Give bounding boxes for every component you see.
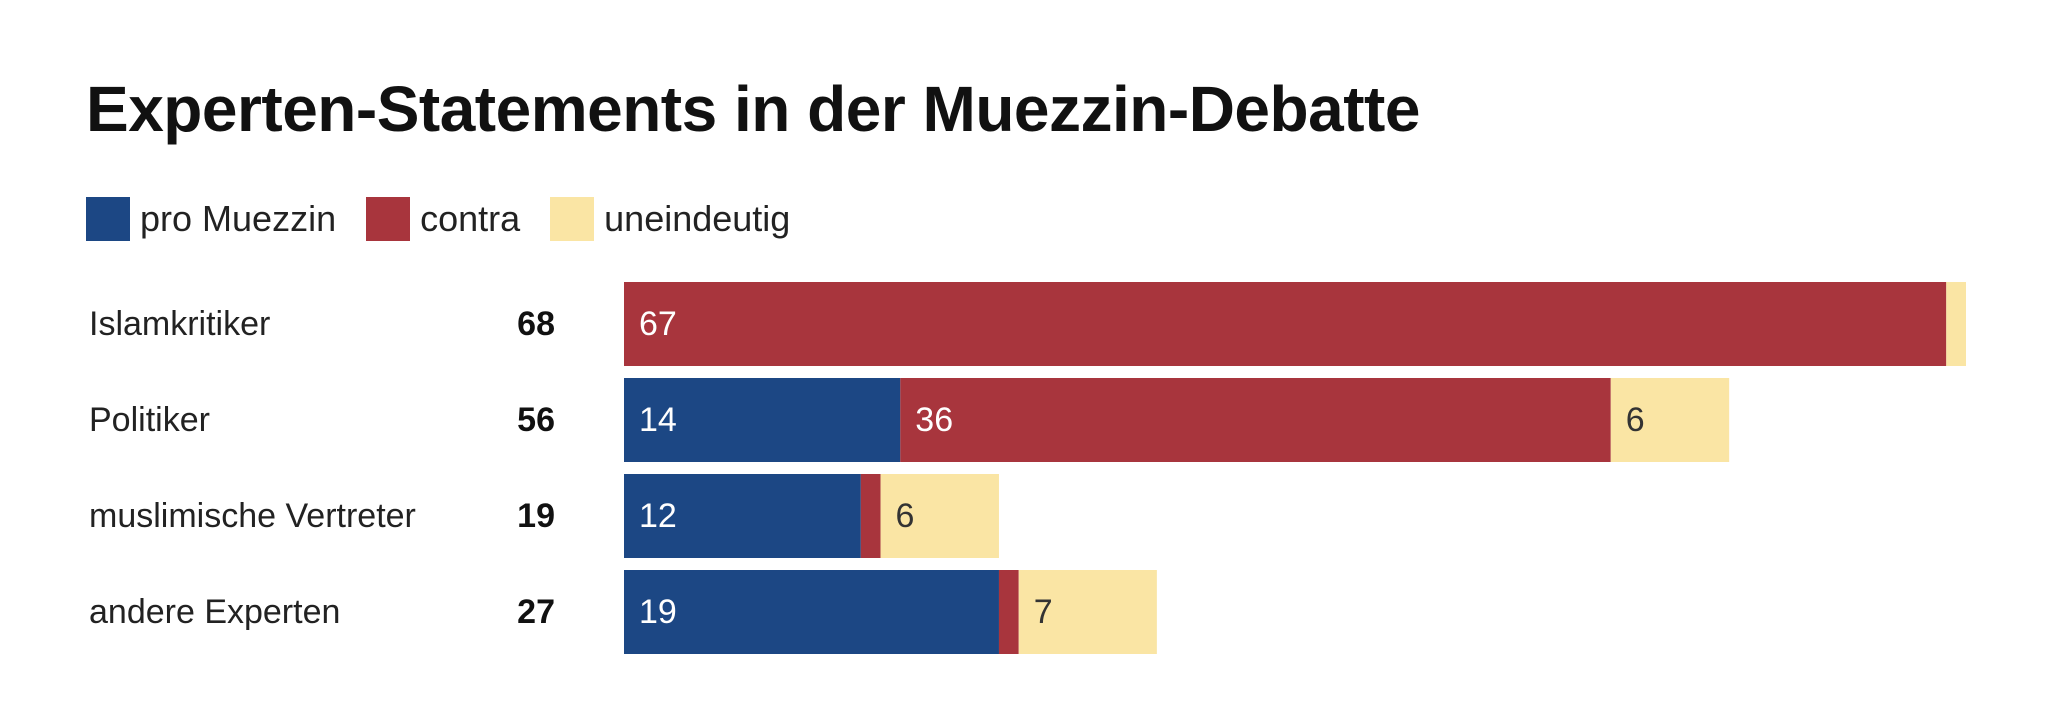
data-label-uneindeutig-andere-experten: 7 (1034, 593, 1053, 631)
legend: pro Muezzin contra uneindeutig (86, 196, 820, 242)
total-label-islamkritiker: 68 (517, 305, 555, 343)
bar-contra-islamkritiker (624, 282, 1947, 366)
legend-label-pro-muezzin: pro Muezzin (140, 198, 337, 239)
bar-uneindeutig-muslimische-vertreter (880, 474, 999, 558)
total-label-politiker: 56 (517, 401, 555, 439)
bar-pro-muezzin-andere-experten (624, 570, 999, 654)
data-label-pro-muezzin-politiker: 14 (639, 401, 677, 439)
legend-item-uneindeutig: uneindeutig (550, 197, 790, 241)
data-label-pro-muezzin-andere-experten: 19 (639, 593, 677, 631)
category-label-andere-experten: andere Experten (89, 593, 340, 631)
category-label-politiker: Politiker (89, 401, 210, 439)
chart-title: Experten-Statements in der Muezzin-Debat… (86, 73, 1420, 145)
bar-uneindeutig-andere-experten (1018, 570, 1157, 654)
legend-item-contra: contra (366, 197, 520, 241)
legend-label-contra: contra (420, 198, 521, 239)
category-label-muslimische-vertreter: muslimische Vertreter (89, 497, 416, 535)
legend-swatch-contra (366, 197, 411, 241)
total-label-muslimische-vertreter: 19 (517, 497, 555, 535)
bar-contra-politiker (900, 378, 1611, 462)
category-label-islamkritiker: Islamkritiker (89, 305, 270, 343)
bar-uneindeutig-politiker (1610, 378, 1730, 462)
legend-swatch-pro-muezzin (86, 197, 130, 241)
bar-pro-muezzin-muslimische-vertreter (624, 474, 861, 558)
total-label-andere-experten: 27 (517, 593, 555, 631)
data-label-contra-politiker: 36 (915, 401, 953, 439)
data-label-pro-muezzin-muslimische-vertreter: 12 (639, 497, 677, 535)
legend-swatch-uneindeutig (550, 197, 595, 241)
data-label-uneindeutig-muslimische-vertreter: 6 (896, 497, 915, 535)
data-label-uneindeutig-politiker: 6 (1626, 401, 1645, 439)
bar-uneindeutig-islamkritiker (1946, 282, 1966, 366)
bar-contra-andere-experten (998, 570, 1019, 654)
data-label-contra-islamkritiker: 67 (639, 305, 677, 343)
legend-item-pro-muezzin: pro Muezzin (86, 197, 336, 241)
legend-label-uneindeutig: uneindeutig (604, 198, 791, 239)
bar-pro-muezzin-politiker (624, 378, 901, 462)
bar-contra-muslimische-vertreter (860, 474, 881, 558)
